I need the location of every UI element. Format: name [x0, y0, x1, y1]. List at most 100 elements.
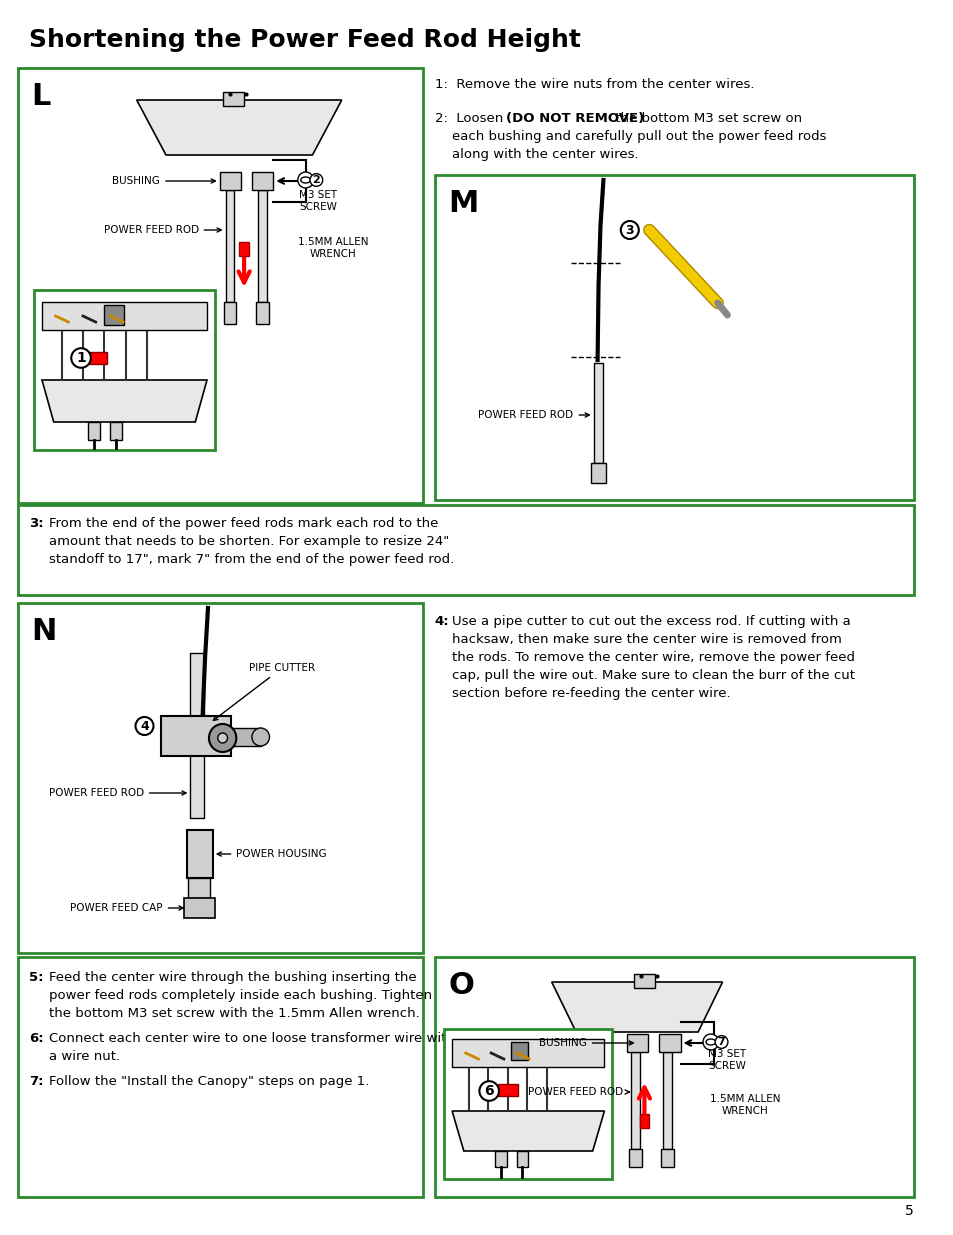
Bar — [88, 352, 108, 364]
Bar — [626, 1034, 648, 1052]
Text: BUSHING: BUSHING — [112, 177, 215, 186]
Text: 1.5MM ALLEN
WRENCH: 1.5MM ALLEN WRENCH — [709, 1094, 780, 1115]
Ellipse shape — [705, 1039, 715, 1045]
Bar — [659, 1034, 679, 1052]
Bar — [252, 172, 274, 190]
Text: hacksaw, then make sure the center wire is removed from: hacksaw, then make sure the center wire … — [452, 634, 841, 646]
Bar — [444, 1029, 612, 1179]
Text: POWER FEED ROD: POWER FEED ROD — [528, 1087, 629, 1097]
Polygon shape — [136, 100, 341, 156]
Text: 7:: 7: — [30, 1074, 44, 1088]
Bar — [633, 974, 655, 988]
Bar — [495, 1151, 506, 1167]
Bar — [662, 1052, 671, 1149]
Text: 2: 2 — [313, 175, 320, 185]
Ellipse shape — [300, 177, 310, 183]
Text: M3 SET
SCREW: M3 SET SCREW — [299, 190, 337, 211]
Bar — [17, 505, 913, 595]
Text: along with the center wires.: along with the center wires. — [452, 148, 639, 161]
Text: 1.5MM ALLEN
WRENCH: 1.5MM ALLEN WRENCH — [297, 237, 368, 258]
Polygon shape — [42, 380, 207, 422]
Bar — [639, 1114, 649, 1128]
Bar — [434, 175, 913, 500]
Text: 7: 7 — [717, 1037, 724, 1047]
Bar — [630, 1052, 639, 1149]
Text: Connect each center wire to one loose transformer wire with: Connect each center wire to one loose tr… — [49, 1032, 455, 1045]
Text: the bottom M3 set screw with the 1.5mm Allen wrench.: the bottom M3 set screw with the 1.5mm A… — [49, 1007, 419, 1020]
Bar — [452, 1039, 604, 1067]
Bar — [111, 422, 122, 440]
Text: PIPE CUTTER: PIPE CUTTER — [213, 663, 314, 720]
Bar — [434, 957, 913, 1197]
Text: 1:  Remove the wire nuts from the center wires.: 1: Remove the wire nuts from the center … — [434, 78, 753, 91]
Text: 1: 1 — [76, 351, 86, 366]
Text: 5:: 5: — [30, 971, 44, 984]
Bar — [188, 830, 213, 878]
Bar — [105, 305, 124, 325]
Polygon shape — [551, 982, 721, 1032]
Text: BUSHING: BUSHING — [538, 1037, 633, 1049]
Bar — [189, 878, 210, 898]
Bar — [223, 303, 236, 324]
Text: (DO NOT REMOVE): (DO NOT REMOVE) — [505, 112, 643, 125]
Text: L: L — [31, 82, 51, 111]
Bar — [257, 190, 266, 303]
Text: each bushing and carefully pull out the power feed rods: each bushing and carefully pull out the … — [452, 130, 825, 143]
Bar — [516, 1151, 528, 1167]
Text: power feed rods completely inside each bushing. Tighten: power feed rods completely inside each b… — [49, 989, 432, 1002]
Text: Follow the "Install the Canopy" steps on page 1.: Follow the "Install the Canopy" steps on… — [49, 1074, 369, 1088]
Text: the rods. To remove the center wire, remove the power feed: the rods. To remove the center wire, rem… — [452, 651, 854, 664]
Text: N: N — [31, 618, 56, 646]
Text: POWER HOUSING: POWER HOUSING — [217, 848, 327, 860]
Bar — [222, 91, 244, 106]
Bar — [42, 303, 207, 330]
Text: standoff to 17", mark 7" from the end of the power feed rod.: standoff to 17", mark 7" from the end of… — [49, 553, 454, 566]
Bar — [660, 1149, 673, 1167]
Polygon shape — [452, 1112, 604, 1151]
Bar — [232, 727, 260, 746]
Text: Shortening the Power Feed Rod Height: Shortening the Power Feed Rod Height — [30, 28, 580, 52]
Text: section before re-feeding the center wire.: section before re-feeding the center wir… — [452, 687, 730, 700]
Text: POWER FEED ROD: POWER FEED ROD — [478, 410, 589, 420]
Bar — [510, 1042, 528, 1060]
Bar — [161, 716, 232, 756]
Text: 4:: 4: — [434, 615, 449, 629]
Text: From the end of the power feed rods mark each rod to the: From the end of the power feed rods mark… — [49, 517, 437, 530]
Text: 2:  Loosen: 2: Loosen — [434, 112, 506, 125]
Text: 5: 5 — [904, 1204, 913, 1218]
Text: POWER FEED ROD: POWER FEED ROD — [103, 225, 221, 235]
Text: 6: 6 — [484, 1084, 494, 1098]
Bar — [628, 1149, 640, 1167]
Bar — [88, 422, 99, 440]
Bar — [34, 290, 214, 450]
Bar — [593, 363, 603, 463]
Bar — [239, 242, 249, 256]
Text: cap, pull the wire out. Make sure to clean the burr of the cut: cap, pull the wire out. Make sure to cle… — [452, 669, 854, 682]
Bar — [17, 68, 422, 503]
Text: 6:: 6: — [30, 1032, 44, 1045]
Text: Use a pipe cutter to cut out the excess rod. If cutting with a: Use a pipe cutter to cut out the excess … — [452, 615, 850, 629]
Bar — [225, 190, 234, 303]
Bar — [497, 1084, 517, 1095]
Bar — [191, 653, 204, 818]
Bar — [17, 957, 422, 1197]
Text: 3:: 3: — [30, 517, 44, 530]
Text: 3: 3 — [625, 224, 634, 236]
Bar — [183, 898, 214, 918]
Text: amount that needs to be shorten. For example to resize 24": amount that needs to be shorten. For exa… — [49, 535, 449, 548]
Circle shape — [702, 1034, 718, 1050]
Bar — [219, 172, 241, 190]
Text: 4: 4 — [140, 720, 149, 732]
Text: POWER FEED CAP: POWER FEED CAP — [71, 903, 183, 913]
Bar — [590, 463, 606, 483]
Text: Feed the center wire through the bushing inserting the: Feed the center wire through the bushing… — [49, 971, 416, 984]
Text: O: O — [448, 971, 474, 1000]
Text: a wire nut.: a wire nut. — [49, 1050, 120, 1063]
Text: M3 SET
SCREW: M3 SET SCREW — [708, 1049, 746, 1071]
Text: POWER FEED ROD: POWER FEED ROD — [49, 788, 186, 798]
Circle shape — [252, 727, 269, 746]
Circle shape — [209, 724, 236, 752]
Bar — [17, 603, 422, 953]
Circle shape — [297, 172, 314, 188]
Circle shape — [217, 734, 227, 743]
